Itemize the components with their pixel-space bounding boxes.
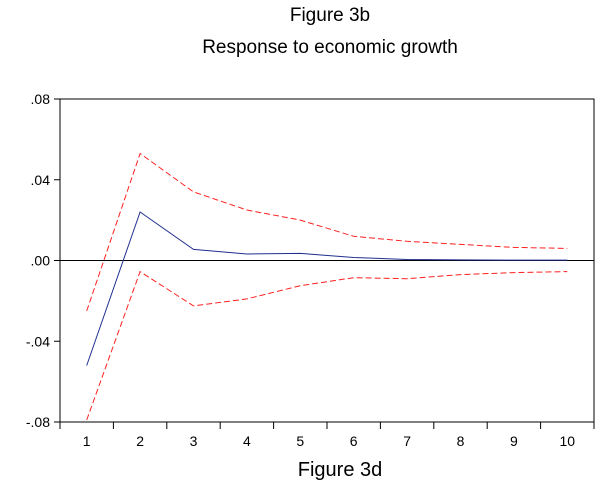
x-tick-label: 7 xyxy=(403,433,411,449)
series-line-upper-band xyxy=(86,152,568,312)
y-tick-label: -.04 xyxy=(26,333,50,349)
series-line-response xyxy=(86,211,568,366)
chart-title: Figure 3b xyxy=(289,5,371,26)
x-axis: 1 2 3 4 5 6 7 8 9 10 xyxy=(59,422,595,449)
y-tick-label: .00 xyxy=(31,253,51,269)
x-tick-label: 9 xyxy=(510,433,518,449)
x-tick-label: 5 xyxy=(296,433,304,449)
x-tick-label: 1 xyxy=(83,433,91,449)
chart-footer: Figure 3d xyxy=(297,459,383,481)
series-lines xyxy=(86,152,568,421)
x-tick-label: 8 xyxy=(457,433,465,449)
y-tick-label: -.08 xyxy=(26,414,50,430)
y-tick-label: .04 xyxy=(31,172,51,188)
x-tick-label: 2 xyxy=(136,433,144,449)
y-tick-label: .08 xyxy=(31,91,51,107)
x-tick-label: 10 xyxy=(560,433,576,449)
x-tick-label: 3 xyxy=(190,433,198,449)
x-tick-label: 6 xyxy=(350,433,358,449)
x-tick-label: 4 xyxy=(243,433,251,449)
series-line-lower-band xyxy=(86,270,568,421)
chart-subtitle: Response to economic growth xyxy=(202,37,458,58)
